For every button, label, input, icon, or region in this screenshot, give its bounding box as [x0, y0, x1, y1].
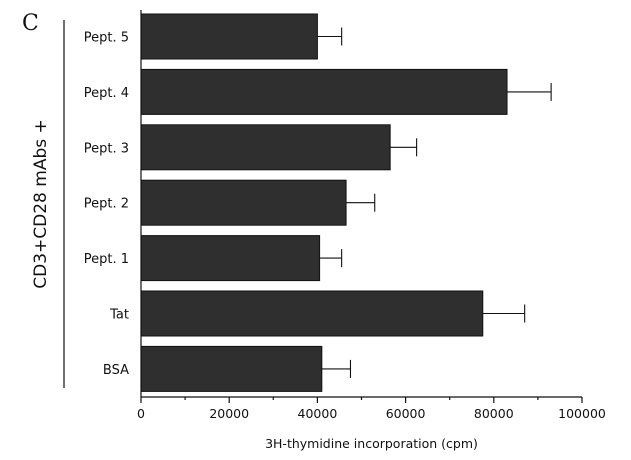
category-label-5: Tat — [109, 308, 129, 323]
category-label-0: Pept. 5 — [84, 31, 129, 46]
category-label-3: Pept. 2 — [84, 197, 129, 212]
x-ticks: 0 20000 40000 60000 80000 100000 — [137, 397, 606, 421]
bar-5 — [140, 290, 484, 337]
x-tick-label-5: 100000 — [558, 406, 606, 421]
bar-2 — [140, 124, 391, 171]
bar-1 — [140, 68, 508, 115]
bars-group — [140, 10, 552, 397]
bar-6 — [140, 345, 323, 392]
bar-4 — [140, 235, 321, 282]
x-tick-label-1: 20000 — [209, 406, 249, 421]
category-labels: Pept. 5 Pept. 4 Pept. 3 Pept. 2 Pept. 1 Tat BS… — [84, 31, 129, 378]
category-label-2: Pept. 3 — [84, 141, 129, 156]
bar-3 — [140, 179, 347, 226]
group-label: CD3+CD28 mAbs + — [31, 119, 51, 289]
x-tick-label-2: 40000 — [298, 406, 338, 421]
category-label-1: Pept. 4 — [84, 86, 129, 101]
bar-0 — [140, 13, 318, 60]
category-label-6: BSA — [103, 363, 129, 378]
x-tick-label-0: 0 — [137, 406, 145, 421]
x-tick-label-3: 60000 — [386, 406, 426, 421]
x-tick-label-4: 80000 — [474, 406, 514, 421]
x-axis-title: 3H-thymidine incorporation (cpm) — [265, 436, 478, 451]
category-label-4: Pept. 1 — [84, 252, 129, 267]
panel-letter: C — [22, 11, 39, 36]
